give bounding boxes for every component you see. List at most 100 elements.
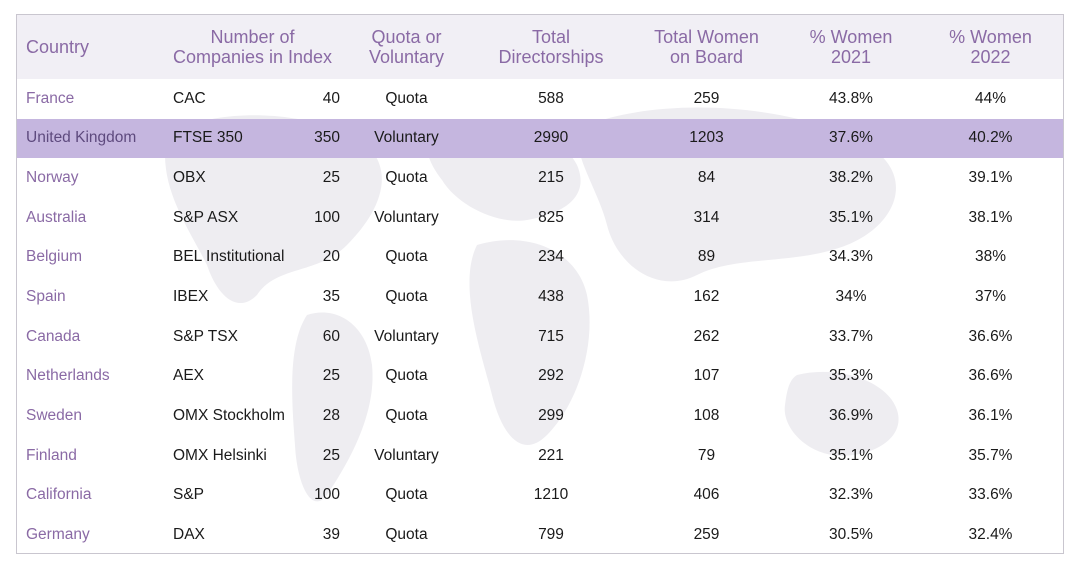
table-row: Canada S&P TSX 60 Voluntary 715 262 33.7% 36.6% bbox=[17, 317, 1063, 357]
table-row: Spain IBEX 35 Quota 438 162 34% 37% bbox=[17, 277, 1063, 317]
directorships-cell: 825 bbox=[538, 208, 564, 226]
pct-2022-cell: 38% bbox=[974, 248, 1007, 266]
table-header-row: Country Number of Companies in Index Quot… bbox=[17, 15, 1063, 79]
pct-2021-cell: 38.2% bbox=[829, 169, 873, 187]
country-cell: United Kingdom bbox=[26, 129, 137, 147]
pct-2022-cell: 39.1% bbox=[968, 169, 1013, 187]
header-women: Total Women on Board bbox=[654, 27, 759, 67]
index-name: OBX bbox=[173, 169, 206, 187]
header-directorships: Total Directorships bbox=[498, 27, 604, 67]
directorships-cell: 799 bbox=[538, 526, 564, 544]
pct-2022-cell: 44% bbox=[974, 89, 1007, 107]
header-pct-2021: % Women 2021 bbox=[809, 27, 893, 67]
directorships-cell: 215 bbox=[538, 169, 564, 187]
companies-cell: S&P TSX 60 bbox=[165, 317, 340, 357]
pct-2022-cell: 32.4% bbox=[968, 526, 1013, 544]
type-cell: Quota bbox=[385, 486, 428, 504]
type-cell: Voluntary bbox=[374, 129, 439, 147]
country-cell: Australia bbox=[26, 208, 87, 226]
type-cell: Quota bbox=[385, 89, 428, 107]
women-on-boards-table: Country Number of Companies in Index Quot… bbox=[17, 15, 1063, 553]
companies-count: 28 bbox=[322, 407, 340, 425]
companies-count: 25 bbox=[322, 446, 340, 464]
index-name: S&P ASX bbox=[173, 208, 239, 226]
pct-2022-cell: 40.2% bbox=[968, 129, 1013, 147]
companies-cell: S&P ASX 100 bbox=[165, 198, 340, 238]
data-table-frame: Country Number of Companies in Index Quot… bbox=[16, 14, 1064, 554]
country-cell: Netherlands bbox=[26, 367, 110, 385]
country-cell: California bbox=[26, 486, 92, 504]
companies-cell: S&P 100 bbox=[165, 476, 340, 516]
women-cell: 107 bbox=[693, 367, 720, 385]
pct-2021-cell: 43.8% bbox=[829, 89, 873, 107]
pct-2021-cell: 36.9% bbox=[829, 407, 873, 425]
type-cell: Voluntary bbox=[374, 327, 439, 345]
country-cell: Germany bbox=[26, 526, 90, 544]
pct-2022-cell: 33.6% bbox=[968, 486, 1013, 504]
directorships-cell: 292 bbox=[538, 367, 564, 385]
directorships-cell: 715 bbox=[538, 327, 564, 345]
country-cell: Canada bbox=[26, 327, 81, 345]
directorships-cell: 299 bbox=[538, 407, 564, 425]
header-quota: Quota or Voluntary bbox=[368, 27, 445, 67]
pct-2021-cell: 35.3% bbox=[829, 367, 873, 385]
companies-count: 39 bbox=[322, 526, 340, 544]
women-cell: 1203 bbox=[689, 129, 724, 147]
women-cell: 84 bbox=[697, 169, 716, 187]
directorships-cell: 221 bbox=[538, 446, 564, 464]
directorships-cell: 2990 bbox=[533, 129, 569, 147]
pct-2021-cell: 35.1% bbox=[829, 446, 873, 464]
header-country: Country bbox=[26, 37, 90, 57]
pct-2022-cell: 36.1% bbox=[968, 407, 1013, 425]
companies-count: 100 bbox=[314, 486, 340, 504]
women-cell: 108 bbox=[693, 407, 720, 425]
pct-2021-cell: 34% bbox=[835, 288, 867, 306]
directorships-cell: 234 bbox=[538, 248, 564, 266]
type-cell: Quota bbox=[385, 367, 428, 385]
type-cell: Voluntary bbox=[374, 446, 439, 464]
type-cell: Quota bbox=[385, 169, 428, 187]
companies-cell: BEL Institutional 20 bbox=[165, 238, 340, 278]
header-pct-2022: % Women 2022 bbox=[949, 27, 1032, 67]
type-cell: Quota bbox=[385, 288, 428, 306]
companies-count: 25 bbox=[322, 169, 340, 187]
country-cell: Spain bbox=[26, 288, 66, 306]
companies-cell: IBEX 35 bbox=[165, 277, 340, 317]
pct-2022-cell: 38.1% bbox=[968, 208, 1013, 226]
index-name: OMX Stockholm bbox=[173, 407, 285, 425]
index-name: DAX bbox=[173, 526, 205, 544]
index-name: BEL Institutional bbox=[173, 248, 285, 266]
country-cell: Belgium bbox=[26, 248, 82, 266]
companies-count: 20 bbox=[322, 248, 340, 266]
companies-count: 35 bbox=[322, 288, 340, 306]
directorships-cell: 588 bbox=[538, 89, 564, 107]
women-cell: 406 bbox=[693, 486, 720, 504]
table-row: Sweden OMX Stockholm 28 Quota 299 108 36.9% 36.… bbox=[17, 396, 1063, 436]
companies-cell: FTSE 350 350 bbox=[165, 119, 340, 159]
pct-2021-cell: 34.3% bbox=[829, 248, 873, 266]
pct-2021-cell: 33.7% bbox=[829, 327, 873, 345]
table-row: Finland OMX Helsinki 25 Voluntary 221 79 35.1%… bbox=[17, 436, 1063, 476]
companies-cell: OBX 25 bbox=[165, 158, 340, 198]
companies-cell: DAX 39 bbox=[165, 515, 340, 553]
table-row: Norway OBX 25 Quota 215 84 38.2% 39.1% bbox=[17, 158, 1063, 198]
companies-count: 40 bbox=[322, 89, 340, 107]
women-cell: 89 bbox=[697, 248, 716, 266]
pct-2022-cell: 35.7% bbox=[968, 446, 1013, 464]
companies-cell: CAC 40 bbox=[165, 79, 340, 119]
index-name: AEX bbox=[173, 367, 205, 385]
women-cell: 262 bbox=[693, 327, 720, 345]
table-row: California S&P 100 Quota 1210 406 32.3% 33.6% bbox=[17, 476, 1063, 516]
pct-2022-cell: 36.6% bbox=[968, 327, 1013, 345]
pct-2021-cell: 37.6% bbox=[829, 129, 873, 147]
companies-count: 100 bbox=[314, 208, 340, 226]
country-cell: France bbox=[26, 89, 75, 107]
pct-2021-cell: 30.5% bbox=[829, 526, 873, 544]
women-cell: 259 bbox=[693, 526, 720, 544]
women-cell: 314 bbox=[693, 208, 720, 226]
directorships-cell: 438 bbox=[538, 288, 564, 306]
table-row: Australia S&P ASX 100 Voluntary 825 314 35.1% 3… bbox=[17, 198, 1063, 238]
index-name: FTSE 350 bbox=[173, 129, 243, 147]
pct-2022-cell: 36.6% bbox=[968, 367, 1013, 385]
table-row: Belgium BEL Institutional 20 Quota 234 89 34.3… bbox=[17, 238, 1063, 278]
